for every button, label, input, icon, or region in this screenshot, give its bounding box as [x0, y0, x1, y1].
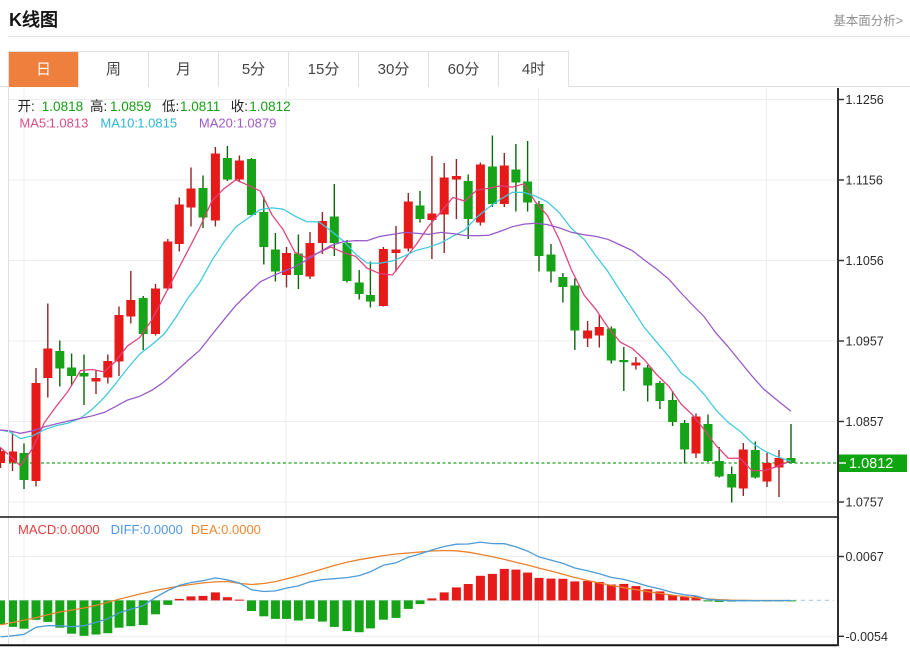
- svg-text:1.0812: 1.0812: [849, 456, 893, 472]
- svg-text:1.0857: 1.0857: [846, 415, 884, 429]
- svg-text:1.0757: 1.0757: [846, 496, 884, 510]
- svg-text:-0.0054: -0.0054: [846, 630, 888, 644]
- svg-text:1.1156: 1.1156: [846, 174, 883, 188]
- svg-text:1.1256: 1.1256: [846, 93, 884, 107]
- svg-text:1.0957: 1.0957: [846, 335, 884, 349]
- svg-text:1.1056: 1.1056: [846, 254, 884, 268]
- svg-text:0.0067: 0.0067: [846, 550, 884, 564]
